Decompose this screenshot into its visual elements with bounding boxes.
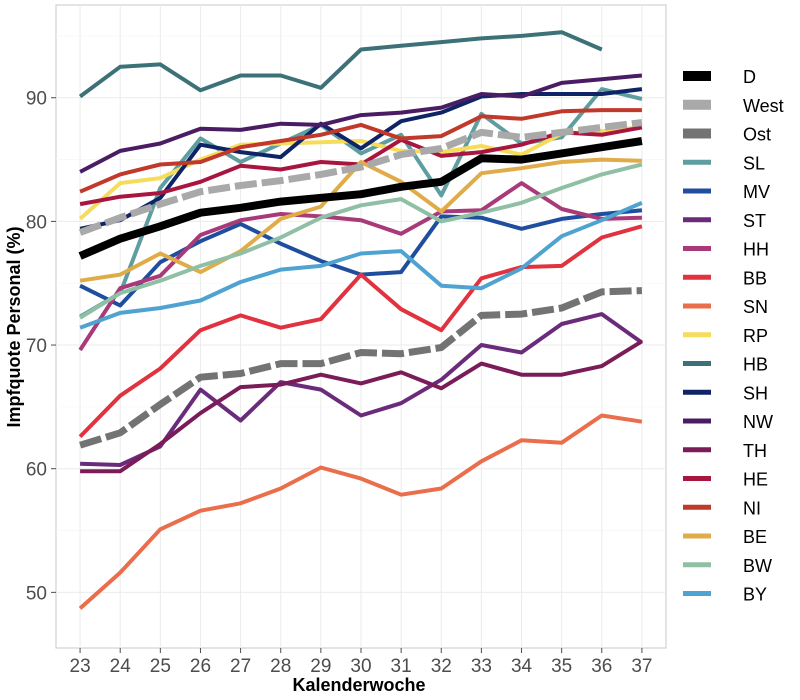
- legend-label-hh: HH: [743, 240, 769, 260]
- x-tick-label: 37: [631, 656, 652, 677]
- legend-label-sh: SH: [743, 383, 768, 403]
- y-tick-label: 70: [26, 336, 47, 357]
- legend-label-ost: Ost: [743, 125, 771, 145]
- series-line-bb: [78, 224, 643, 439]
- series-line-ost: [79, 287, 643, 449]
- x-tick-label: 25: [150, 656, 171, 677]
- legend-label-he: HE: [743, 470, 768, 490]
- series-line-west: [78, 119, 643, 236]
- legend-label-sn: SN: [743, 297, 768, 317]
- legend-label-west: West: [743, 96, 784, 116]
- legend-label-ni: NI: [743, 498, 761, 518]
- x-tick-label: 27: [230, 656, 251, 677]
- legend-label-nw: NW: [743, 412, 773, 432]
- x-tick-label: 34: [511, 656, 533, 677]
- x-tick-label: 35: [551, 656, 572, 677]
- series-line-nw: [79, 73, 643, 174]
- y-tick-label: 50: [26, 583, 47, 604]
- series-line-by: [79, 200, 643, 330]
- legend-label-hb: HB: [743, 355, 768, 375]
- x-axis-ticks: 23 24 25 26 27 28 29 30 31 32 33 34 35 36 37: [70, 648, 652, 677]
- series-line-be: [79, 157, 642, 283]
- series-line-d: [78, 137, 643, 260]
- x-tick-label: 31: [391, 656, 412, 677]
- x-tick-label: 26: [190, 656, 211, 677]
- x-tick-label: 24: [110, 656, 132, 677]
- series-line-st: [80, 312, 644, 467]
- series-line-sh: [79, 87, 643, 231]
- legend-label-be: BE: [743, 527, 767, 547]
- x-tick-label: 32: [431, 656, 452, 677]
- legend-label-rp: RP: [743, 326, 768, 346]
- series-line-ni: [79, 108, 642, 194]
- series-lines: [78, 30, 644, 610]
- series-line-hb: [78, 30, 603, 99]
- legend-label-sl: SL: [743, 153, 765, 173]
- legend-label-st: ST: [743, 211, 766, 231]
- series-line-bw: [79, 162, 643, 320]
- series-line-hh: [78, 181, 642, 352]
- y-tick-label: 90: [26, 89, 47, 110]
- legend-label-mv: MV: [743, 182, 770, 202]
- legend-label-d: D: [743, 67, 756, 87]
- legend-label-by: BY: [743, 585, 767, 605]
- series-line-rp: [78, 125, 643, 221]
- x-tick-label: 36: [591, 656, 612, 677]
- series-line-th: [80, 339, 643, 474]
- x-tick-label: 33: [471, 656, 492, 677]
- y-axis-ticks: 50 60 70 80 90: [26, 89, 56, 604]
- x-tick-label: 29: [310, 656, 331, 677]
- x-tick-label: 28: [270, 656, 291, 677]
- legend-label-bb: BB: [743, 268, 767, 288]
- legend: D West Ost SL MV ST HH BB SN RP HB SH NW TH HE NI BE BW BY: [683, 67, 784, 605]
- x-axis-title: Kalenderwoche: [292, 675, 425, 695]
- x-tick-label: 30: [350, 656, 371, 677]
- x-tick-label: 23: [70, 656, 91, 677]
- legend-label-th: TH: [743, 441, 767, 461]
- legend-label-bw: BW: [743, 556, 772, 576]
- y-tick-label: 80: [26, 212, 47, 233]
- series-line-sn: [78, 413, 643, 610]
- y-tick-label: 60: [26, 460, 47, 481]
- y-axis-title: Impfquote Personal (%): [4, 226, 24, 427]
